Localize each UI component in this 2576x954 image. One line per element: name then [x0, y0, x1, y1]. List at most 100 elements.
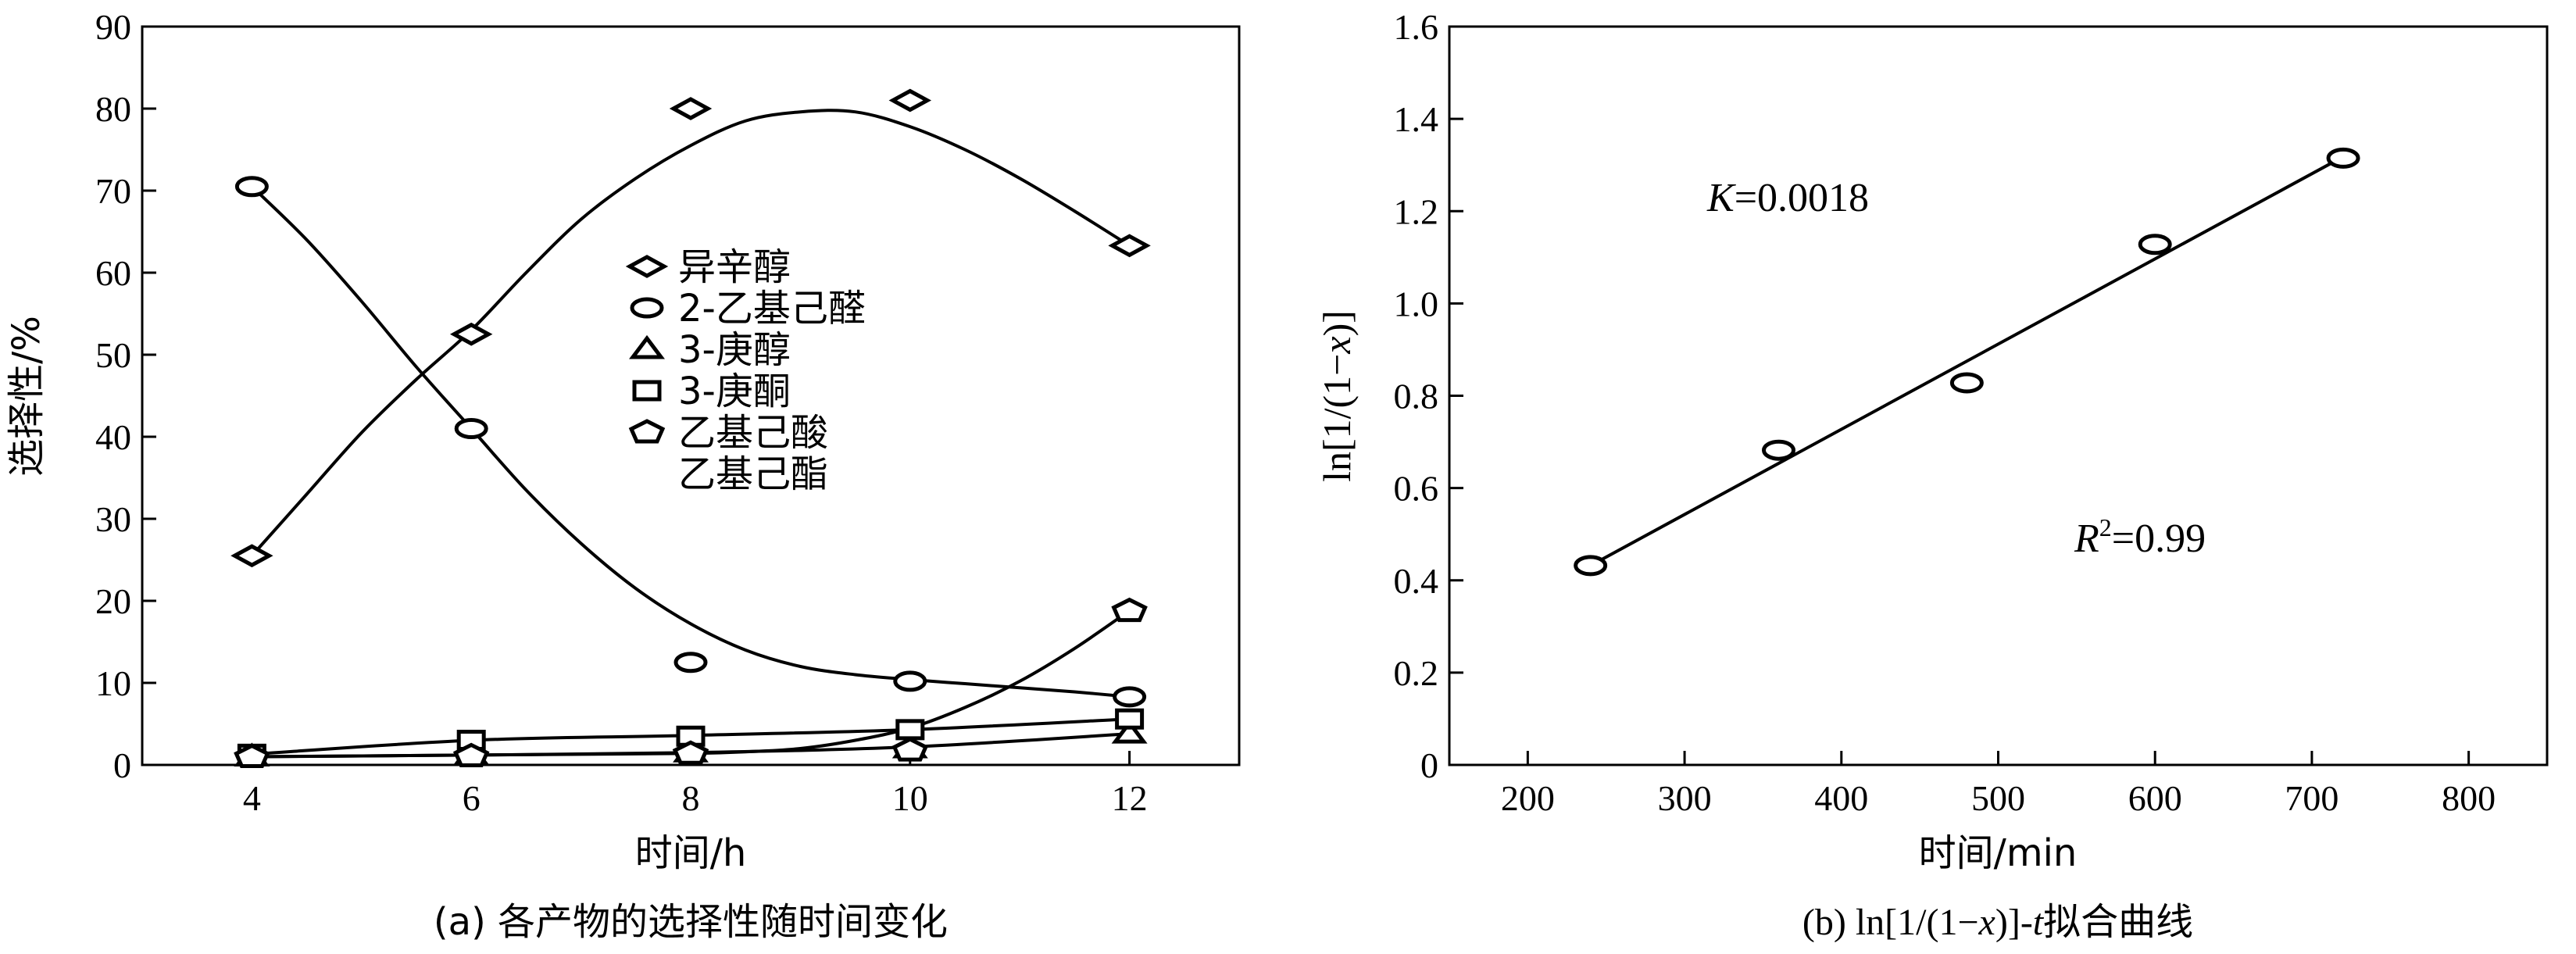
a-y-tick-label-70: 70 [95, 171, 131, 211]
a-series-curve-diamond [250, 109, 1131, 557]
legend-label-square: 3-庚酮 [678, 370, 791, 413]
caption-part-3: )]- [1995, 902, 2033, 943]
panel-a-y-axis-label: 选择性/% [5, 316, 48, 477]
caption-part-1: (b) ln[1/(1− [1802, 902, 1979, 943]
b-fit-line [1589, 155, 2345, 567]
b-point-480 [1949, 372, 1984, 394]
b-y-tick-label-0: 0 [1420, 745, 1438, 785]
panel-a-selectivity-chart: 0 10 20 30 40 50 60 70 80 90 4 6 8 10 12 异辛醇2-乙基己醛3-庚醇… [5, 7, 1241, 944]
a-point-triangle-12 [1111, 719, 1148, 744]
a-x-tick-label-4: 4 [243, 778, 261, 818]
k-symbol: K [1706, 176, 1736, 220]
b-y-tick-label-1-2: 1.2 [1394, 191, 1439, 231]
a-point-circle-12 [1113, 686, 1147, 708]
panel-b-k-annotation: K=0.0018 [1706, 176, 1869, 220]
caption-part-4: t [2033, 902, 2045, 943]
b-y-tick-label-0-6: 0.6 [1394, 469, 1439, 509]
b-point-720 [2326, 147, 2360, 169]
a-y-tick-label-20: 20 [95, 581, 131, 621]
panel-a-x-axis-label: 时间/h [635, 831, 747, 875]
a-y-tick-label-80: 80 [95, 89, 131, 129]
a-x-tick-label-12: 12 [1112, 778, 1148, 818]
a-y-tick-label-60: 60 [95, 253, 131, 293]
b-x-tick-label-300: 300 [1658, 778, 1712, 818]
a-point-square-10 [895, 719, 925, 741]
b-y-tick-label-0-8: 0.8 [1394, 377, 1439, 416]
a-y-tick-label-30: 30 [95, 499, 131, 539]
ylabel-part-3: )] [1315, 310, 1359, 336]
a-point-pentagon-8 [672, 740, 709, 765]
panel-b-y-axis-label: ln[1/(1−x)] [1315, 310, 1359, 482]
a-point-diamond-12 [1108, 234, 1151, 258]
panel-b-ticks: 0 0.2 0.4 0.6 0.8 1.0 1.2 1.4 1.6 200 300 400 500 600… [1394, 7, 2496, 818]
r-superscript: 2 [2099, 513, 2112, 541]
b-y-tick-label-1: 1.0 [1394, 284, 1439, 323]
a-point-circle-8 [673, 652, 708, 674]
a-series-curve-circle [251, 185, 1130, 699]
panel-a-caption: (a) 各产物的选择性随时间变化 [434, 900, 948, 944]
legend-label-pentagon: 乙基己酸 [678, 411, 828, 455]
ylabel-part-1: ln[1/(1− [1315, 354, 1359, 482]
b-x-tick-label-500: 500 [1971, 778, 2025, 818]
legend-marker-pentagon [628, 419, 666, 444]
b-x-tick-label-200: 200 [1501, 778, 1555, 818]
a-x-tick-label-8: 8 [682, 778, 700, 818]
legend-label-triangle: 3-庚醇 [678, 328, 791, 372]
a-y-tick-label-10: 10 [95, 663, 131, 703]
a-x-tick-label-6: 6 [463, 778, 481, 818]
a-point-pentagon-12 [1111, 597, 1148, 623]
a-point-diamond-4 [230, 544, 273, 568]
b-y-tick-label-0-2: 0.2 [1394, 653, 1439, 693]
legend-marker-square [632, 380, 662, 402]
a-y-tick-label-0: 0 [113, 745, 131, 785]
b-x-tick-label-600: 600 [2128, 778, 2182, 818]
k-value: =0.0018 [1735, 176, 1869, 220]
panel-a-markers [230, 88, 1151, 768]
b-x-tick-label-400: 400 [1814, 778, 1868, 818]
a-point-circle-10 [893, 670, 927, 692]
a-point-diamond-10 [888, 88, 932, 113]
a-y-tick-label-50: 50 [95, 335, 131, 375]
a-point-pentagon-10 [891, 737, 929, 762]
panel-b-fit-chart: 0 0.2 0.4 0.6 0.8 1.0 1.2 1.4 1.6 200 300 400 500 600… [1315, 7, 2549, 944]
r-symbol: R [2074, 516, 2099, 561]
a-y-tick-label-40: 40 [95, 417, 131, 457]
legend-marker-diamond [625, 255, 669, 278]
a-point-diamond-6 [449, 322, 493, 346]
legend-marker-circle [630, 297, 664, 319]
panel-b-caption: (b) ln[1/(1−x)]-t拟合曲线 [1802, 900, 2193, 944]
a-point-square-12 [1115, 708, 1145, 730]
panel-b-fit-line-group [1589, 155, 2345, 567]
panel-b-plot-frame [1448, 25, 2549, 766]
b-y-tick-label-1-6: 1.6 [1394, 7, 1439, 47]
caption-part-5: 拟合曲线 [2043, 900, 2193, 944]
a-y-tick-label-90: 90 [95, 7, 131, 47]
r-value: =0.99 [2112, 516, 2206, 561]
ylabel-part-2: x [1315, 336, 1359, 354]
legend-label-pentagon-line2: 乙基己酯 [678, 452, 828, 496]
caption-part-2: x [1978, 902, 1995, 943]
legend-label-circle: 2-乙基己醛 [678, 287, 866, 331]
a-x-tick-label-10: 10 [892, 778, 928, 818]
panel-b-x-axis-label: 时间/min [1919, 831, 2078, 875]
b-point-360 [1762, 439, 1795, 461]
panel-a-ticks: 0 10 20 30 40 50 60 70 80 90 4 6 8 10 12 [95, 7, 1148, 818]
b-y-tick-label-1-4: 1.4 [1394, 99, 1439, 139]
a-point-pentagon-6 [452, 742, 490, 767]
panel-b-r2-annotation: R2=0.99 [2074, 513, 2206, 561]
a-point-diamond-8 [669, 97, 713, 120]
b-x-tick-label-800: 800 [2442, 778, 2496, 818]
b-x-tick-label-700: 700 [2285, 778, 2338, 818]
a-point-circle-6 [454, 418, 488, 439]
b-point-240 [1574, 555, 1608, 577]
legend-marker-triangle [629, 334, 665, 359]
legend-label-diamond: 异辛醇 [678, 245, 791, 289]
a-point-pentagon-4 [234, 743, 270, 768]
panel-b-markers [1574, 147, 2360, 577]
a-series-curve-pentagon [252, 609, 1131, 759]
a-point-circle-4 [234, 176, 269, 198]
b-y-tick-label-0-4: 0.4 [1394, 561, 1439, 601]
b-point-600 [2138, 234, 2172, 255]
